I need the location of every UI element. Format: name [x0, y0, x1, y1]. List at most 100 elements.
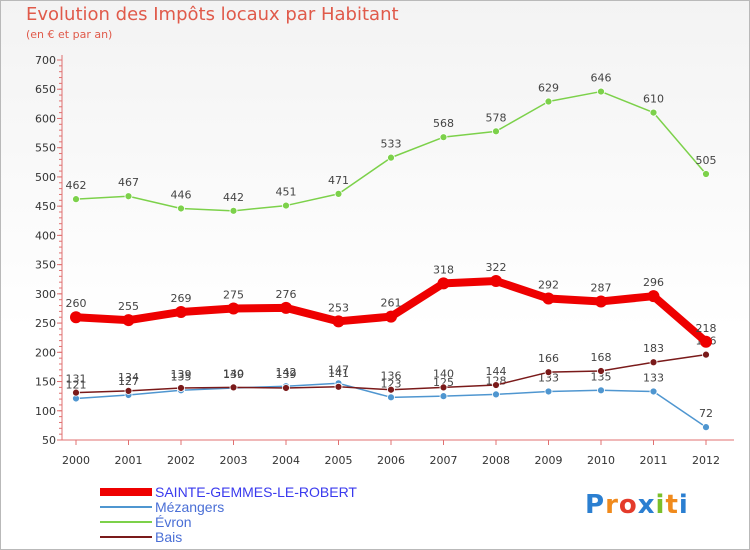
chart-subtitle: (en € et par an) — [26, 28, 113, 41]
x-tick-label: 2009 — [535, 454, 563, 467]
data-label: 276 — [276, 288, 297, 301]
data-label: 140 — [433, 367, 454, 380]
data-label: 127 — [118, 375, 139, 388]
y-tick-label: 550 — [35, 142, 56, 155]
data-point — [70, 311, 82, 324]
data-label: 142 — [276, 366, 297, 379]
x-tick-label: 2000 — [62, 454, 90, 467]
data-point — [122, 314, 135, 327]
data-label: 442 — [223, 191, 244, 204]
x-tick-label: 2010 — [587, 454, 615, 467]
data-label: 296 — [643, 276, 664, 289]
proxiti-logo: Proxiti — [585, 490, 689, 520]
data-label: 141 — [328, 367, 349, 380]
data-point — [124, 386, 133, 395]
data-point — [439, 392, 448, 401]
series-bais: 131134139140139141136140144166168183196 — [66, 335, 717, 397]
x-tick-label: 2006 — [377, 454, 405, 467]
data-label: 533 — [381, 138, 402, 151]
data-point — [439, 133, 448, 142]
data-label: 292 — [538, 279, 559, 292]
data-point — [227, 302, 240, 315]
data-point — [702, 170, 710, 178]
data-point — [229, 206, 238, 215]
data-point — [229, 383, 238, 392]
x-tick-label: 2012 — [692, 454, 720, 467]
data-point — [334, 382, 343, 391]
data-label: 646 — [591, 72, 612, 85]
data-label: 318 — [433, 263, 454, 276]
data-point — [439, 383, 448, 392]
y-tick-label: 150 — [35, 376, 56, 389]
data-label: 610 — [643, 93, 664, 106]
data-label: 125 — [433, 376, 454, 389]
data-point — [492, 127, 500, 136]
data-point — [597, 367, 605, 375]
data-point — [700, 335, 712, 348]
data-point — [175, 305, 187, 318]
x-tick-label: 2001 — [115, 454, 143, 467]
y-tick-label: 600 — [35, 112, 56, 125]
x-tick-label: 2004 — [272, 454, 300, 467]
data-label: 72 — [699, 407, 713, 420]
data-label: 139 — [276, 368, 297, 381]
data-point — [282, 384, 290, 392]
data-point — [437, 277, 450, 290]
data-label: 121 — [66, 378, 87, 391]
data-point — [282, 201, 290, 210]
axes: 50 100 150 200 250 300 350 400 450 500 550 600 650 70… — [35, 54, 734, 467]
series--vron: 462 467 446 442 451 471 533 568 578 629 646 610 505 — [66, 72, 717, 215]
data-label: 260 — [66, 297, 87, 310]
data-point — [280, 301, 292, 314]
data-label: 255 — [118, 300, 139, 313]
data-point — [647, 290, 660, 303]
data-point — [597, 386, 605, 395]
data-point — [332, 315, 345, 328]
data-point — [387, 153, 395, 162]
data-label: 269 — [171, 292, 192, 305]
legend-label: SAINTE-GEMMES-LE-ROBERT — [155, 484, 357, 500]
data-label: 147 — [328, 363, 349, 376]
data-label: 123 — [381, 377, 402, 390]
y-tick-label: 700 — [35, 54, 56, 67]
data-label: 131 — [66, 373, 87, 386]
series-layer: 462 467 446 442 451 471 533 568 578 629 646 610 505 1… — [66, 72, 717, 432]
data-point — [649, 358, 658, 367]
data-label: 218 — [696, 322, 717, 335]
x-tick-label: 2005 — [325, 454, 353, 467]
data-label: 446 — [171, 188, 192, 201]
data-label: 261 — [381, 297, 402, 310]
data-label: 139 — [171, 368, 192, 381]
data-point — [387, 393, 395, 402]
data-label: 505 — [696, 154, 717, 167]
data-label: 140 — [223, 367, 244, 380]
data-label: 253 — [328, 301, 349, 314]
legend-label: Mézangers — [155, 499, 224, 515]
data-label: 275 — [223, 288, 244, 301]
data-label: 462 — [66, 179, 87, 192]
data-point — [177, 384, 185, 392]
series-sainte-gemmes-le-robert: 260 255 269 275 276 253 261 318 322 292 287 296 218 — [66, 261, 717, 348]
data-point — [542, 292, 555, 305]
data-point — [334, 189, 343, 198]
y-tick-label: 650 — [35, 83, 56, 96]
data-point — [385, 310, 397, 323]
y-tick-label: 450 — [35, 200, 56, 213]
x-tick-label: 2003 — [220, 454, 248, 467]
data-point — [124, 192, 133, 201]
x-tick-label: 2007 — [430, 454, 458, 467]
data-label: 451 — [276, 186, 297, 199]
data-label: 578 — [486, 111, 507, 124]
x-tick-label: 2011 — [640, 454, 668, 467]
data-label: 133 — [538, 371, 559, 384]
data-label: 568 — [433, 117, 454, 130]
legend-label: Évron — [155, 514, 192, 530]
data-label: 133 — [643, 371, 664, 384]
data-label: 471 — [328, 174, 349, 187]
data-label: 183 — [643, 342, 664, 355]
legend: SAINTE-GEMMES-LE-ROBERTMézangersÉvronBai… — [100, 484, 357, 545]
data-point — [544, 368, 553, 377]
data-label: 139 — [223, 368, 244, 381]
